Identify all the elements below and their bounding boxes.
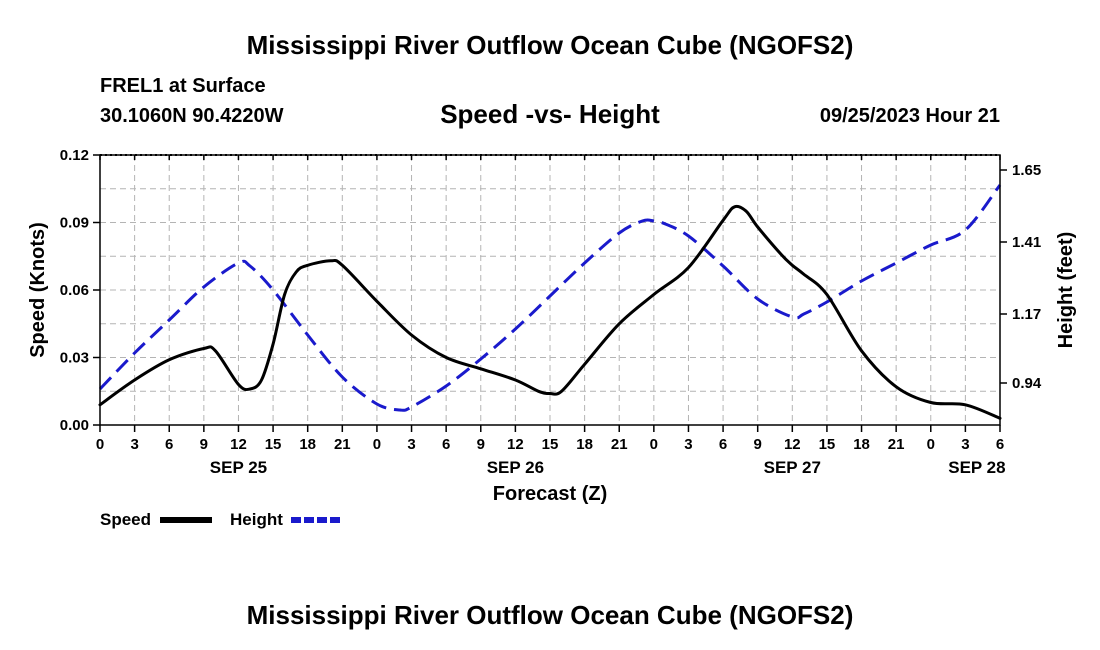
y-left-tick-label: 0.12 <box>60 147 89 164</box>
x-tick-label: 6 <box>996 436 1004 453</box>
x-tick-label: 21 <box>334 436 351 453</box>
series-line-height <box>98 184 1002 412</box>
x-tick-label: 3 <box>684 436 692 453</box>
x-tick-label: 15 <box>542 436 559 453</box>
axes: 0 3 6 9 12 15 18 21 0 3 6 9 12 15 18 21 0 3 6 9 12 15 18 21 0 3 6 S… <box>60 147 1042 477</box>
x-tick-label: 0 <box>373 436 381 453</box>
x-tick-label: 18 <box>299 436 316 453</box>
y-left-tick-label: 0.00 <box>60 417 89 434</box>
legend-speed-label: Speed <box>100 510 151 529</box>
x-tick-label: 6 <box>719 436 727 453</box>
y-left-tick-label: 0.03 <box>60 350 89 367</box>
legend-height-label: Height <box>230 510 283 529</box>
grid <box>100 155 1000 425</box>
x-axis-label: Forecast (Z) <box>493 483 607 505</box>
x-tick-label: 0 <box>650 436 658 453</box>
x-tick-label: 18 <box>576 436 593 453</box>
y-axis-right-label: Height (feet) <box>1055 232 1077 349</box>
chart-title: Speed -vs- Height <box>440 99 660 129</box>
x-tick-label: 9 <box>477 436 485 453</box>
y-right-tick-label: 1.41 <box>1012 234 1041 251</box>
legend: Speed Height <box>100 510 343 529</box>
station-coordinates: 30.1060N 90.4220W <box>100 105 284 127</box>
x-tick-label: 9 <box>200 436 208 453</box>
x-tick-label: 3 <box>130 436 138 453</box>
x-date-label: SEP 28 <box>948 458 1005 477</box>
x-date-label: SEP 25 <box>210 458 267 477</box>
x-tick-label: 12 <box>784 436 801 453</box>
x-tick-label: 12 <box>230 436 247 453</box>
x-tick-label: 9 <box>754 436 762 453</box>
x-tick-label: 21 <box>611 436 628 453</box>
speed-height-chart: 0 3 6 9 12 15 18 21 0 3 6 9 12 15 18 21 0 3 6 9 12 15 18 21 0 3 6 S… <box>27 147 1077 529</box>
y-left-tick-label: 0.06 <box>60 282 89 299</box>
series-line-speed <box>98 204 1002 420</box>
x-date-label: SEP 27 <box>764 458 821 477</box>
x-tick-label: 0 <box>927 436 935 453</box>
y-left-tick-label: 0.09 <box>60 215 89 232</box>
y-axis-left-label: Speed (Knots) <box>27 222 49 358</box>
x-tick-label: 18 <box>853 436 870 453</box>
y-right-tick-label: 1.65 <box>1012 162 1041 179</box>
x-tick-label: 3 <box>407 436 415 453</box>
x-tick-label: 15 <box>819 436 836 453</box>
y-right-tick-label: 1.17 <box>1012 306 1041 323</box>
x-tick-label: 3 <box>961 436 969 453</box>
footer-title: Mississippi River Outflow Ocean Cube (NG… <box>246 600 854 630</box>
x-tick-label: 21 <box>888 436 905 453</box>
x-tick-label: 12 <box>507 436 524 453</box>
x-tick-label: 6 <box>165 436 173 453</box>
page-title: Mississippi River Outflow Ocean Cube (NG… <box>246 30 854 60</box>
x-tick-label: 0 <box>96 436 104 453</box>
forecast-datetime: 09/25/2023 Hour 21 <box>819 105 1000 127</box>
x-tick-label: 15 <box>265 436 282 453</box>
x-tick-label: 6 <box>442 436 450 453</box>
y-right-tick-label: 0.94 <box>1012 375 1042 392</box>
station-label: FREL1 at Surface <box>100 75 266 97</box>
x-date-label: SEP 26 <box>487 458 544 477</box>
series-layer <box>98 184 1002 420</box>
